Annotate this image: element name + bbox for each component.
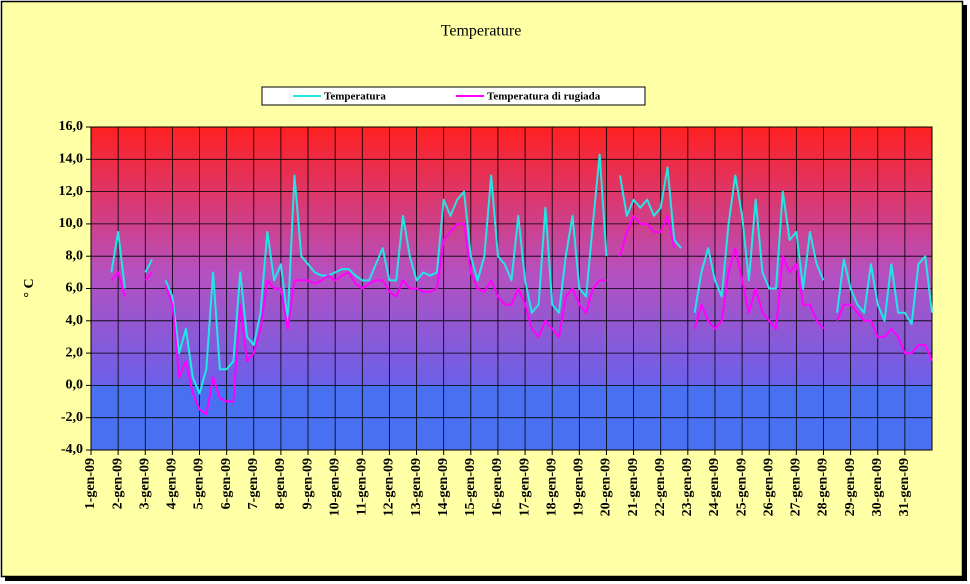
y-tick-label: 2,0 xyxy=(66,345,84,360)
x-tick-label: 15-gen-09 xyxy=(463,458,478,516)
y-tick-label: 14,0 xyxy=(59,152,84,167)
legend xyxy=(261,86,646,106)
x-tick-label: 14-gen-09 xyxy=(436,458,451,516)
x-tick-label: 12-gen-09 xyxy=(382,458,397,516)
x-tick-label: 5-gen-09 xyxy=(192,458,207,509)
x-tick-label: 21-gen-09 xyxy=(626,458,641,516)
x-tick-label: 25-gen-09 xyxy=(734,458,749,516)
y-tick-label: 16,0 xyxy=(59,119,84,134)
x-tick-label: 9-gen-09 xyxy=(300,458,315,509)
x-tick-label: 30-gen-09 xyxy=(870,458,885,516)
y-tick-label: 4,0 xyxy=(66,313,84,328)
x-tick-label: 18-gen-09 xyxy=(544,458,559,516)
x-tick-label: 19-gen-09 xyxy=(572,458,587,516)
x-tick-label: 31-gen-09 xyxy=(897,458,912,516)
y-axis-label: ° C xyxy=(22,278,37,297)
x-tick-label: 16-gen-09 xyxy=(490,458,505,516)
x-tick-label: 6-gen-09 xyxy=(219,458,234,509)
y-tick-label: 10,0 xyxy=(59,216,84,231)
x-tick-label: 26-gen-09 xyxy=(761,458,776,516)
x-tick-label: 28-gen-09 xyxy=(816,458,831,516)
x-tick-label: 23-gen-09 xyxy=(680,458,695,516)
y-tick-label: -4,0 xyxy=(61,442,83,457)
legend-label: Temperatura xyxy=(324,91,386,103)
series-line xyxy=(110,153,933,395)
x-tick-label: 8-gen-09 xyxy=(273,458,288,509)
x-tick-label: 3-gen-09 xyxy=(137,458,152,509)
chart-title: Temperature xyxy=(441,23,522,40)
x-tick-label: 7-gen-09 xyxy=(246,458,261,509)
y-tick-label: 8,0 xyxy=(66,248,84,263)
x-tick-label: 13-gen-09 xyxy=(409,458,424,516)
y-tick-label: -2,0 xyxy=(61,410,83,425)
x-tick-label: 10-gen-09 xyxy=(327,458,342,516)
x-tick-label: 22-gen-09 xyxy=(653,458,668,516)
series-line xyxy=(110,214,933,416)
y-tick-label: 6,0 xyxy=(66,281,84,296)
x-tick-label: 2-gen-09 xyxy=(110,458,125,509)
x-tick-label: 1-gen-09 xyxy=(83,458,98,509)
y-tick-label: 12,0 xyxy=(59,184,84,199)
x-tick-label: 27-gen-09 xyxy=(789,458,804,516)
y-tick-label: 0,0 xyxy=(66,378,84,393)
x-tick-label: 11-gen-09 xyxy=(355,458,370,516)
x-tick-label: 20-gen-09 xyxy=(599,458,614,516)
x-tick-label: 4-gen-09 xyxy=(165,458,180,509)
x-tick-label: 29-gen-09 xyxy=(843,458,858,516)
legend-label: Temperatura di rugiada xyxy=(487,91,601,103)
x-tick-label: 17-gen-09 xyxy=(517,458,532,516)
x-tick-label: 24-gen-09 xyxy=(707,458,722,516)
